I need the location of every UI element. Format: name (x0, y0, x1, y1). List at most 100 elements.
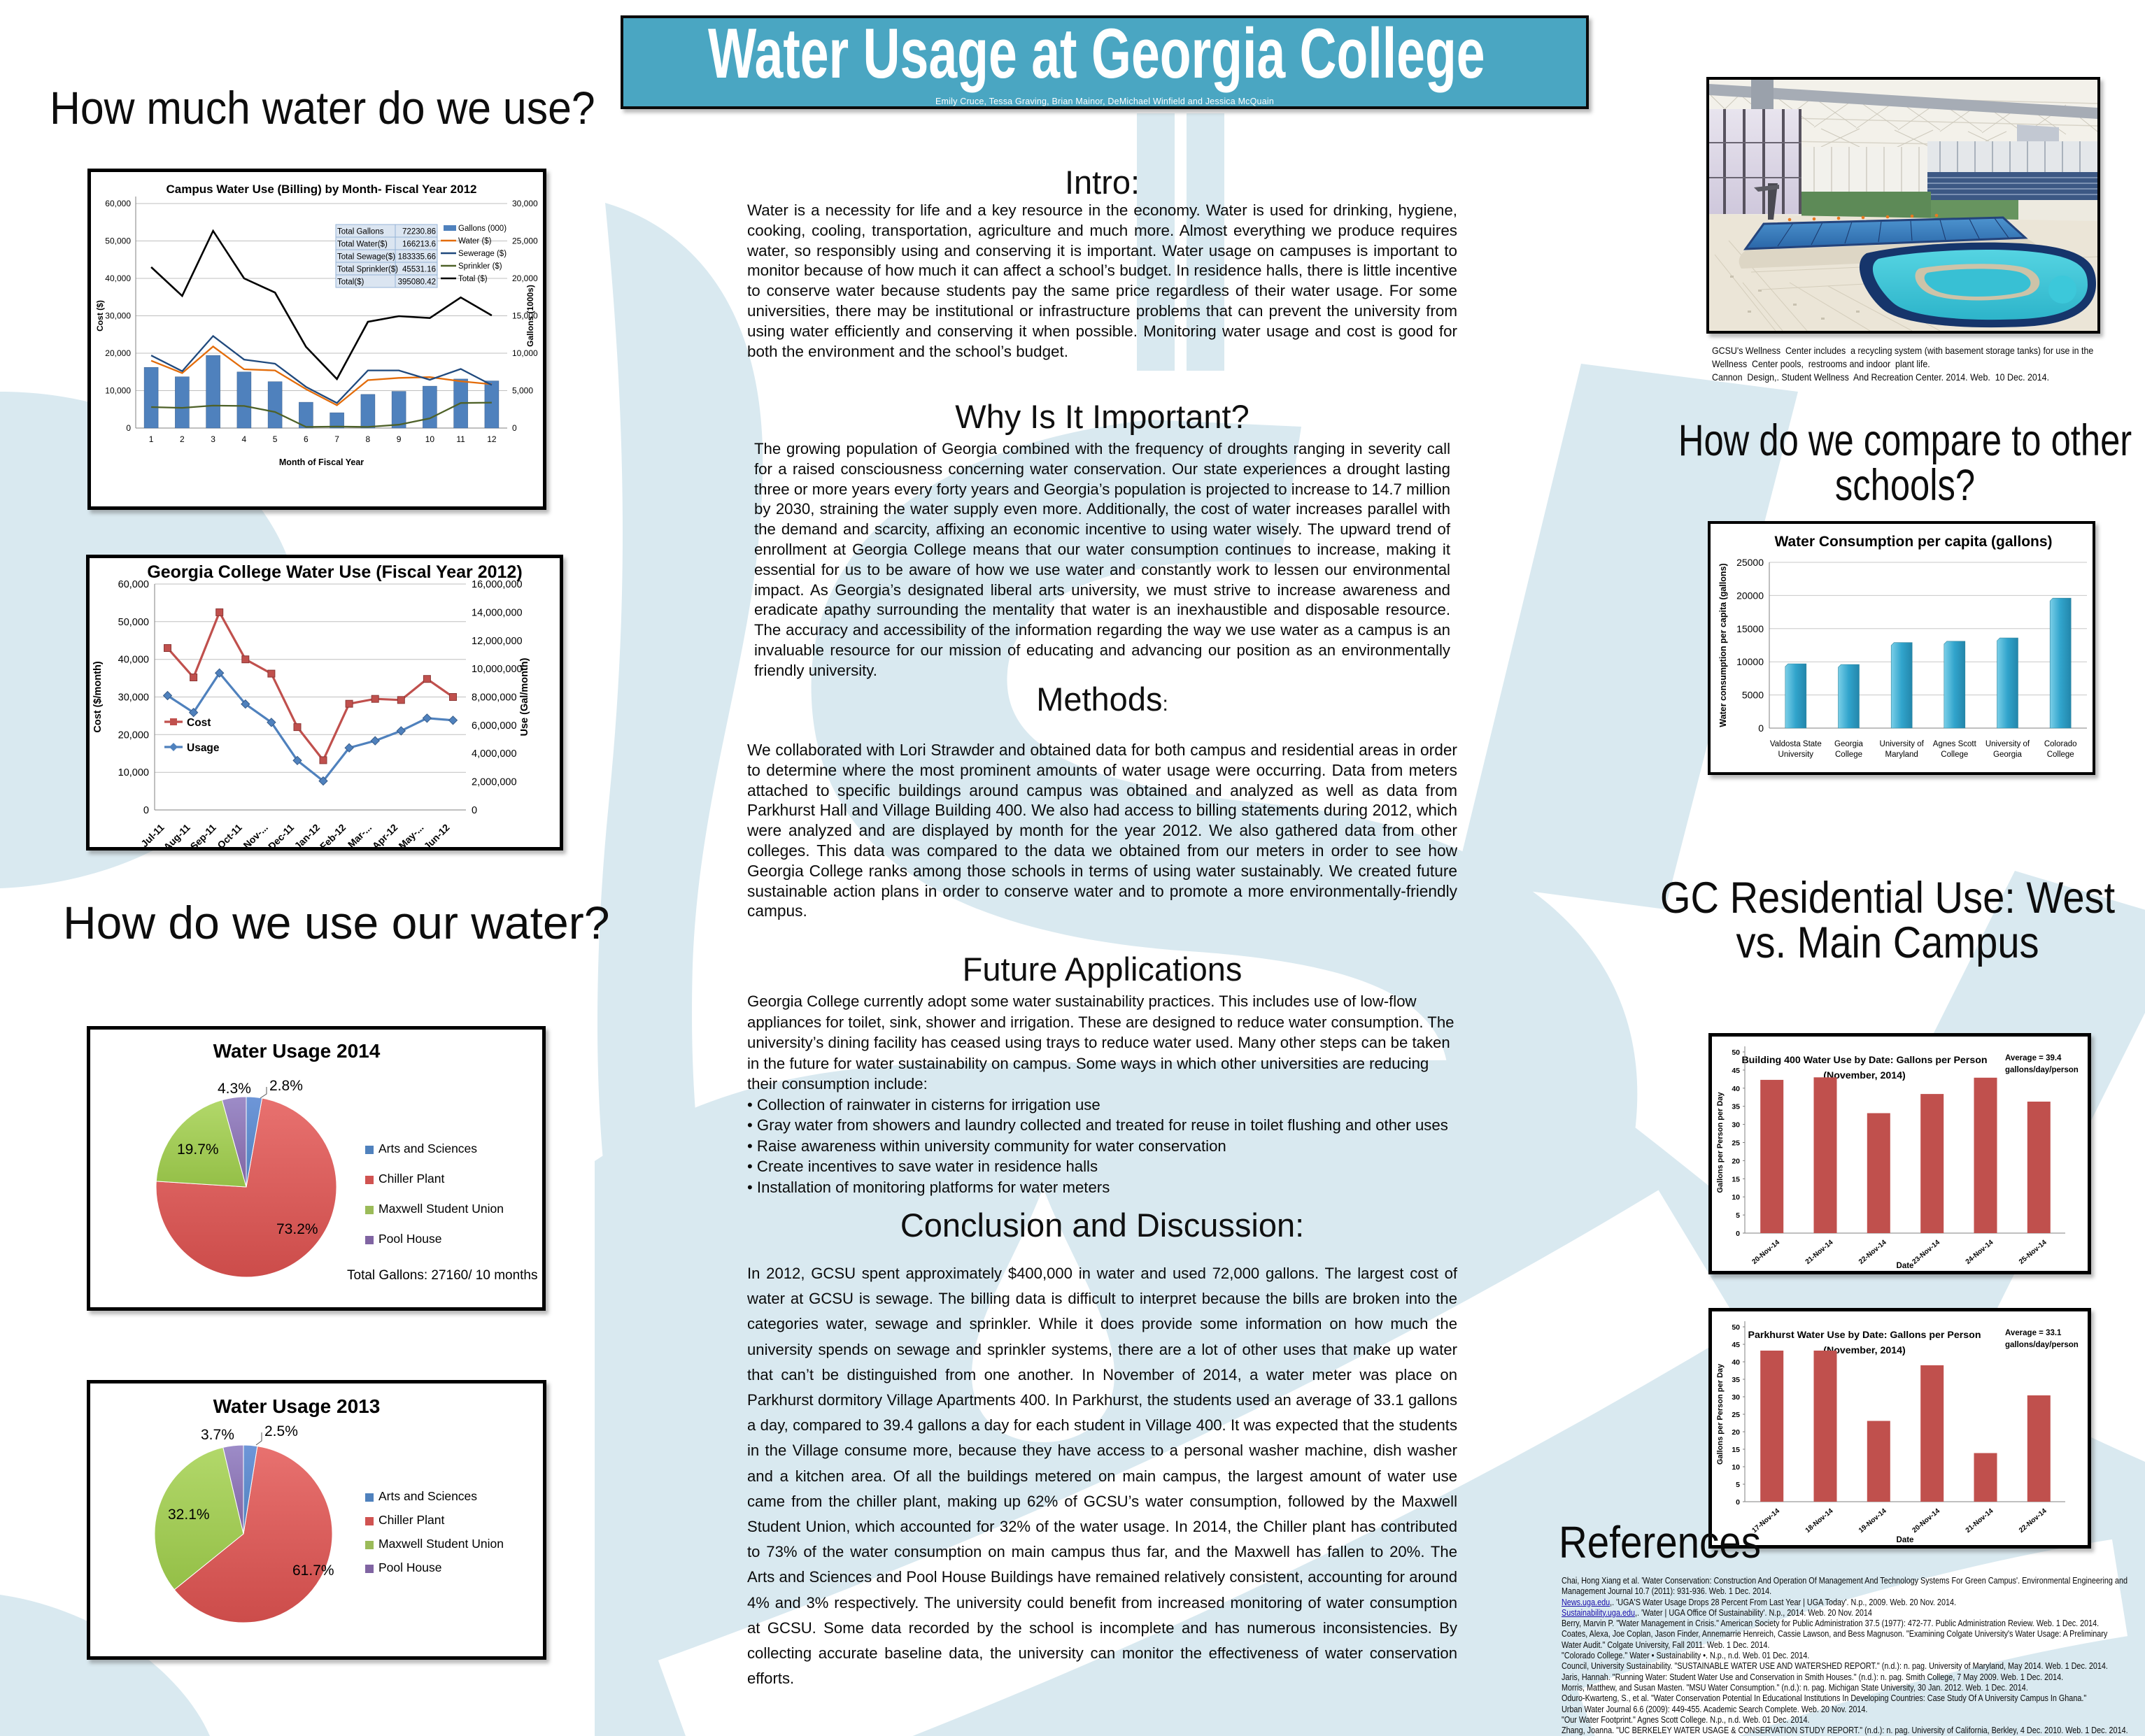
svg-text:Date: Date (1897, 1536, 1914, 1544)
svg-text:Average = 39.4: Average = 39.4 (2005, 1054, 2062, 1062)
svg-text:Total Gallons: Total Gallons (337, 228, 384, 236)
svg-text:8,000,000: 8,000,000 (472, 692, 517, 704)
svg-text:(November, 2014): (November, 2014) (1823, 1345, 1906, 1356)
svg-text:5000: 5000 (1742, 690, 1764, 701)
svg-text:25: 25 (1732, 1411, 1740, 1419)
svg-text:5: 5 (1736, 1481, 1740, 1489)
svg-text:Colorado: Colorado (2044, 740, 2077, 748)
svg-text:Georgia: Georgia (1993, 750, 2023, 759)
svg-text:Arts and Sciences: Arts and Sciences (378, 1141, 477, 1155)
svg-text:10000: 10000 (1736, 656, 1764, 667)
svg-text:Maryland: Maryland (1885, 750, 1918, 759)
svg-text:32.1%: 32.1% (168, 1507, 210, 1523)
svg-text:18-Nov-14: 18-Nov-14 (1804, 1507, 1835, 1535)
svg-text:3: 3 (211, 434, 215, 444)
svg-text:Month of Fiscal Year: Month of Fiscal Year (279, 457, 364, 467)
svg-text:University: University (1778, 750, 1814, 759)
svg-text:gallons/day/person: gallons/day/person (2005, 1066, 2079, 1074)
svg-text:0: 0 (143, 805, 149, 816)
svg-text:Georgia: Georgia (1834, 740, 1864, 748)
svg-text:40: 40 (1732, 1358, 1740, 1367)
svg-text:Usage: Usage (187, 742, 220, 754)
svg-text:5,000: 5,000 (512, 386, 533, 396)
svg-text:0: 0 (126, 423, 131, 433)
svg-text:Chiller Plant: Chiller Plant (378, 1172, 444, 1186)
svg-text:45: 45 (1732, 1341, 1740, 1349)
svg-text:(November, 2014): (November, 2014) (1823, 1070, 1906, 1081)
svg-text:Maxwell Student Union: Maxwell Student Union (378, 1537, 504, 1551)
svg-text:Maxwell Student Union: Maxwell Student Union (378, 1202, 504, 1216)
svg-text:25: 25 (1732, 1139, 1740, 1148)
svg-text:4.3%: 4.3% (218, 1081, 251, 1097)
svg-text:40,000: 40,000 (105, 273, 131, 283)
svg-text:23-Nov-14: 23-Nov-14 (1911, 1239, 1941, 1266)
svg-text:20,000: 20,000 (118, 730, 149, 741)
svg-text:University of: University of (1985, 740, 2030, 748)
svg-text:25-Nov-14: 25-Nov-14 (2018, 1239, 2048, 1266)
svg-text:Parkhurst Water Use by Date: G: Parkhurst Water Use by Date: Gallons per… (1748, 1330, 1981, 1341)
svg-text:0: 0 (472, 805, 477, 816)
svg-text:15,000: 15,000 (512, 311, 538, 321)
svg-text:50,000: 50,000 (105, 236, 131, 246)
svg-text:2.5%: 2.5% (264, 1423, 298, 1439)
svg-text:7: 7 (334, 434, 339, 444)
svg-text:Total($): Total($) (337, 278, 364, 287)
svg-text:Gallons per Person per Day: Gallons per Person per Day (1716, 1363, 1725, 1465)
svg-text:Oct-11: Oct-11 (215, 822, 244, 847)
svg-text:20,000: 20,000 (105, 348, 131, 358)
svg-text:University of: University of (1880, 740, 1925, 748)
svg-text:Building 400 Water Use by Date: Building 400 Water Use by Date: Gallons … (1741, 1055, 1987, 1066)
svg-text:40,000: 40,000 (118, 655, 149, 666)
svg-text:183335.66: 183335.66 (398, 253, 436, 262)
svg-text:Jun-12: Jun-12 (421, 822, 451, 847)
svg-text:5: 5 (273, 434, 278, 444)
svg-text:14,000,000: 14,000,000 (472, 607, 523, 618)
svg-text:6,000,000: 6,000,000 (472, 720, 517, 732)
svg-text:19.7%: 19.7% (177, 1141, 219, 1158)
svg-text:gallons/day/person: gallons/day/person (2005, 1341, 2079, 1349)
svg-text:50: 50 (1732, 1048, 1740, 1057)
svg-text:21-Nov-14: 21-Nov-14 (1804, 1239, 1835, 1266)
svg-text:Agnes Scott: Agnes Scott (1933, 740, 1977, 748)
svg-text:15000: 15000 (1736, 623, 1764, 634)
svg-text:Date: Date (1897, 1262, 1914, 1270)
svg-text:10,000: 10,000 (512, 348, 538, 358)
svg-text:Chiller Plant: Chiller Plant (378, 1513, 444, 1527)
svg-text:Sewerage ($): Sewerage ($) (458, 250, 507, 258)
svg-text:19-Nov-14: 19-Nov-14 (1857, 1507, 1888, 1535)
svg-text:10,000: 10,000 (118, 767, 149, 778)
svg-text:15: 15 (1732, 1175, 1740, 1183)
svg-text:40: 40 (1732, 1085, 1740, 1093)
svg-text:50: 50 (1732, 1323, 1740, 1332)
svg-text:Total Sewage($): Total Sewage($) (337, 253, 395, 262)
svg-text:College: College (1941, 750, 1968, 759)
svg-text:4,000,000: 4,000,000 (472, 748, 517, 760)
svg-text:30: 30 (1732, 1393, 1740, 1402)
svg-text:15: 15 (1732, 1446, 1740, 1454)
svg-text:College: College (1835, 750, 1862, 759)
svg-text:20,000: 20,000 (512, 273, 538, 283)
svg-text:Cost ($): Cost ($) (95, 300, 105, 332)
svg-text:4: 4 (242, 434, 247, 444)
svg-text:Gallons per Person per Day: Gallons per Person per Day (1716, 1091, 1725, 1193)
svg-text:Water ($): Water ($) (458, 237, 492, 246)
svg-text:30,000: 30,000 (105, 311, 131, 321)
svg-text:Pool House: Pool House (378, 1560, 441, 1574)
svg-text:Water Usage 2014: Water Usage 2014 (213, 1040, 381, 1062)
svg-text:10,000: 10,000 (105, 386, 131, 396)
svg-text:2.8%: 2.8% (269, 1078, 303, 1094)
svg-text:2,000,000: 2,000,000 (472, 777, 517, 788)
svg-text:0: 0 (1758, 723, 1764, 734)
svg-text:20: 20 (1732, 1428, 1740, 1437)
svg-text:22-Nov-14: 22-Nov-14 (2018, 1507, 2048, 1535)
svg-text:Water consumption per capita: Water consumption per capita (gallons) (1718, 563, 1728, 727)
svg-text:Pool House: Pool House (378, 1232, 441, 1246)
svg-text:60,000: 60,000 (105, 199, 131, 208)
svg-text:10,000,000: 10,000,000 (472, 664, 523, 675)
svg-text:11: 11 (456, 434, 465, 444)
svg-text:20000: 20000 (1736, 590, 1764, 601)
svg-text:Arts and Sciences: Arts and Sciences (378, 1489, 477, 1503)
svg-text:73.2%: 73.2% (276, 1221, 318, 1237)
svg-text:395080.42: 395080.42 (398, 278, 436, 287)
svg-text:9: 9 (397, 434, 402, 444)
